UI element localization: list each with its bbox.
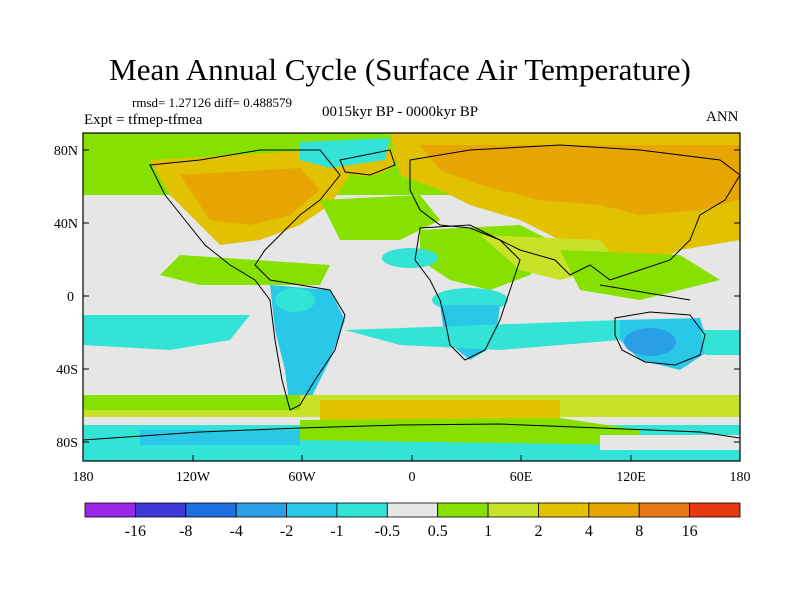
x-tick-label: 180 xyxy=(73,470,94,485)
southern-ocean-gold-band xyxy=(320,400,560,420)
colorbar-swatch xyxy=(437,502,489,518)
colorbar xyxy=(84,502,741,518)
colorbar-swatch xyxy=(689,502,741,518)
colorbar-label: 4 xyxy=(585,523,593,540)
atlantic-cyan-blob xyxy=(382,248,438,268)
colorbar-label: -1 xyxy=(330,523,343,540)
x-tick-label: 180 xyxy=(730,470,751,485)
x-tick-label: 0 xyxy=(409,470,416,485)
colorbar-label: 16 xyxy=(682,523,698,540)
north-america-orange-patch xyxy=(180,168,320,225)
colorbar-swatch xyxy=(134,502,187,518)
antarctic-blue-patch xyxy=(140,430,300,445)
x-tick-marks xyxy=(82,455,741,461)
australia-blue-patch xyxy=(624,328,676,356)
anomaly-field xyxy=(83,133,740,461)
y-tick-label: 40N xyxy=(54,217,78,232)
south-pacific-cyan-band xyxy=(83,315,250,350)
map-title: Mean Annual Cycle (Surface Air Temperatu… xyxy=(109,52,691,87)
colorbar-label: -2 xyxy=(280,523,293,540)
eurasia-orange-patch xyxy=(420,145,740,215)
colorbar-swatch xyxy=(185,502,237,518)
colorbar-swatch xyxy=(538,502,590,518)
coastlines xyxy=(83,144,740,441)
x-tick-label: 120E xyxy=(616,470,646,485)
y-tick-marks xyxy=(83,149,740,443)
colorbar-swatch xyxy=(386,502,439,518)
x-tick-label: 60W xyxy=(288,470,316,485)
antarctic-neutral-patch xyxy=(600,435,740,450)
y-tick-label: 0 xyxy=(67,290,74,305)
colorbar-label: 0.5 xyxy=(428,523,448,540)
south-indian-cyan-band xyxy=(345,320,620,350)
south-america-north-cyan xyxy=(275,288,315,312)
colorbar-label: 2 xyxy=(534,523,542,540)
experiment-label: Expt = tfmep-tfmea xyxy=(84,112,203,128)
colorbar-labels: -16 -8 -4 -2 -1 -0.5 0.5 1 2 4 8 16 xyxy=(125,523,698,540)
y-tick-labels: 80N 40N 0 40S 80S xyxy=(54,144,78,451)
south-asia-green-patch xyxy=(560,250,720,300)
y-tick-label: 80S xyxy=(56,436,78,451)
colorbar-label: 8 xyxy=(635,523,643,540)
north-atlantic-green-patch xyxy=(320,195,440,240)
southern-ocean-green-band xyxy=(83,395,300,410)
tropical-pacific-green-patch xyxy=(160,255,330,285)
arctic-cyan-patch xyxy=(300,138,390,168)
colorbar-swatch xyxy=(588,502,640,518)
colorbar-swatch xyxy=(235,502,287,518)
colorbar-swatch xyxy=(286,502,338,518)
south-america-cool-patch xyxy=(270,285,345,410)
y-tick-label: 80N xyxy=(54,144,78,159)
colorbar-label: 1 xyxy=(484,523,492,540)
stats-label: rmsd= 1.27126 diff= 0.488579 xyxy=(132,95,292,110)
colorbar-swatch xyxy=(487,502,539,518)
period-label: 0015kyr BP - 0000kyr BP xyxy=(322,104,479,120)
antarctica-green-patch xyxy=(300,418,640,445)
x-tick-label: 60E xyxy=(510,470,533,485)
x-tick-labels: 180 120W 60W 0 60E 120E 180 xyxy=(73,470,751,485)
colorbar-swatch xyxy=(336,502,388,518)
colorbar-swatch xyxy=(84,502,136,518)
south-east-cyan-patch xyxy=(700,330,740,355)
colorbar-label: -4 xyxy=(229,523,242,540)
colorbar-label: -8 xyxy=(179,523,192,540)
colorbar-label: -16 xyxy=(125,523,146,540)
season-label: ANN xyxy=(706,109,739,125)
colorbar-label: -0.5 xyxy=(375,523,400,540)
x-tick-label: 120W xyxy=(176,470,211,485)
y-tick-label: 40S xyxy=(56,363,78,378)
colorbar-swatch xyxy=(638,502,691,518)
